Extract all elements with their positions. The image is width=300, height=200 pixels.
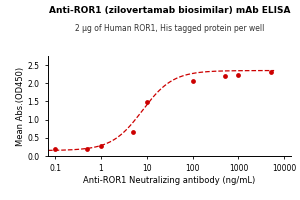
Point — [53, 148, 58, 151]
Point — [268, 70, 273, 74]
Point — [190, 79, 195, 82]
Point — [144, 101, 149, 104]
Y-axis label: Mean Abs.(OD450): Mean Abs.(OD450) — [16, 66, 25, 146]
Point — [130, 131, 135, 134]
Text: 2 μg of Human ROR1, His tagged protein per well: 2 μg of Human ROR1, His tagged protein p… — [75, 24, 264, 33]
Text: Anti-ROR1 (zilovertamab biosimilar) mAb ELISA: Anti-ROR1 (zilovertamab biosimilar) mAb … — [49, 6, 290, 15]
Point — [98, 144, 103, 147]
Point — [222, 74, 227, 78]
Point — [85, 147, 89, 151]
X-axis label: Anti-ROR1 Neutralizing antibody (ng/mL): Anti-ROR1 Neutralizing antibody (ng/mL) — [83, 176, 256, 185]
Point — [236, 73, 241, 77]
